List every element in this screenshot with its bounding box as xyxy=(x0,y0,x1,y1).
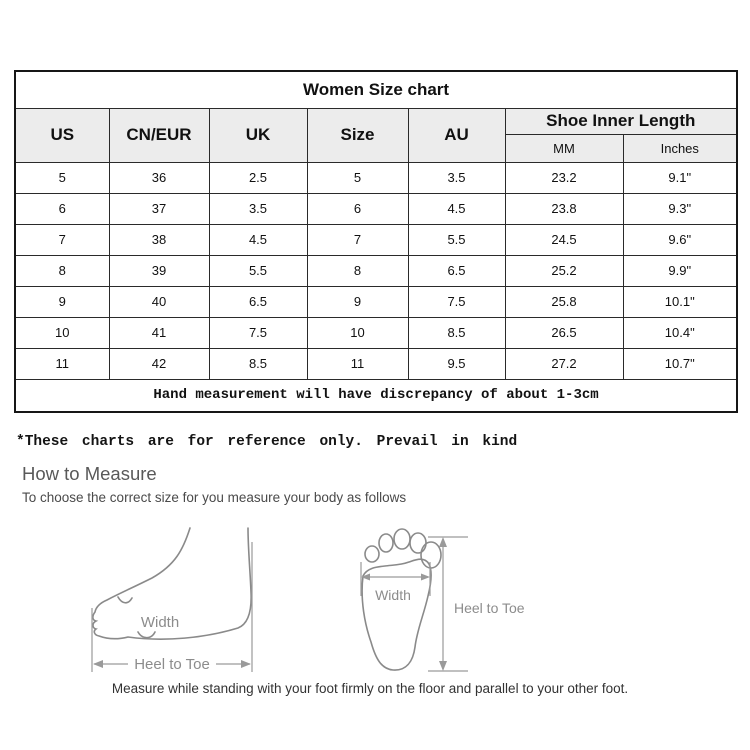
size-cell: 27.2 xyxy=(504,347,624,380)
col-header-shoe-inner-length: Shoe Inner Length xyxy=(504,107,738,135)
size-cell: 9.3" xyxy=(622,192,738,225)
size-cell: 5 xyxy=(306,161,409,194)
toe-4 xyxy=(378,533,394,553)
side-foot-outline xyxy=(92,527,252,640)
size-cell: 9.9" xyxy=(622,254,738,287)
size-cell: 24.5 xyxy=(504,223,624,256)
size-cell: 6 xyxy=(306,192,409,225)
size-cell: 26.5 xyxy=(504,316,624,349)
sole-outline xyxy=(361,558,432,671)
arrowhead-width-right xyxy=(421,573,430,581)
size-cell: 40 xyxy=(108,285,210,318)
size-chart-table: Women Size chart US CN/EUR UK Size AU Sh… xyxy=(14,70,739,413)
col-header-size: Size xyxy=(306,107,409,163)
size-cell: 23.8 xyxy=(504,192,624,225)
table-row: 6 37 3.5 6 4.5 23.8 9.3" xyxy=(14,192,738,225)
size-cell: 3.5 xyxy=(208,192,308,225)
size-table-body: 5 36 2.5 5 3.5 23.2 9.1" 6 37 3.5 6 4.5 23.8 9.3" 7 38 4… xyxy=(14,161,738,380)
size-cell: 6.5 xyxy=(407,254,506,287)
top-foot-diagram: Width Heel to Toe xyxy=(360,528,525,672)
toe-big xyxy=(420,541,442,569)
instep-arc xyxy=(117,596,133,604)
size-cell: 23.2 xyxy=(504,161,624,194)
table-footnote: Hand measurement will have discrepancy o… xyxy=(14,378,738,413)
measure-caption: Measure while standing with your foot fi… xyxy=(111,681,629,696)
size-cell: 10.7" xyxy=(622,347,738,380)
table-row: 11 42 8.5 11 9.5 27.2 10.7" xyxy=(14,347,738,380)
toe-2 xyxy=(409,532,427,554)
size-cell: 8.5 xyxy=(208,347,308,380)
size-cell: 10 xyxy=(14,316,110,349)
size-cell: 36 xyxy=(108,161,210,194)
size-cell: 41 xyxy=(108,316,210,349)
arrowhead-down xyxy=(439,661,447,671)
measurement-illustration: Width Heel to Toe Width Heel to Toe xyxy=(91,527,525,673)
size-cell: 11 xyxy=(306,347,409,380)
table-row: 5 36 2.5 5 3.5 23.2 9.1" xyxy=(14,161,738,194)
size-cell: 6.5 xyxy=(208,285,308,318)
how-to-measure-heading: How to Measure xyxy=(22,463,157,484)
size-cell: 4.5 xyxy=(407,192,506,225)
table-row: 8 39 5.5 8 6.5 25.2 9.9" xyxy=(14,254,738,287)
size-cell: 7.5 xyxy=(407,285,506,318)
reference-disclaimer: *These charts are for reference only. Pr… xyxy=(16,434,518,450)
side-foot-diagram: Width Heel to Toe xyxy=(91,527,253,673)
size-cell: 7 xyxy=(306,223,409,256)
table-row: 7 38 4.5 7 5.5 24.5 9.6" xyxy=(14,223,738,256)
col-header-us: US xyxy=(14,107,110,163)
toe-3 xyxy=(393,528,411,550)
how-to-measure-subtitle: To choose the correct size for you measu… xyxy=(22,490,407,505)
size-cell: 11 xyxy=(14,347,110,380)
side-foot-heel-to-toe-label: Heel to Toe xyxy=(134,656,210,673)
table-title: Women Size chart xyxy=(14,70,738,109)
size-cell: 9.6" xyxy=(622,223,738,256)
size-cell: 10 xyxy=(306,316,409,349)
size-cell: 8.5 xyxy=(407,316,506,349)
size-cell: 9 xyxy=(14,285,110,318)
size-cell: 6 xyxy=(14,192,110,225)
size-cell: 3.5 xyxy=(407,161,506,194)
size-cell: 7.5 xyxy=(208,316,308,349)
size-cell: 2.5 xyxy=(208,161,308,194)
size-cell: 5.5 xyxy=(208,254,308,287)
size-cell: 42 xyxy=(108,347,210,380)
size-cell: 39 xyxy=(108,254,210,287)
top-foot-width-label: Width xyxy=(375,587,411,603)
size-cell: 4.5 xyxy=(208,223,308,256)
size-chart-section: Women Size chart US CN/EUR UK Size AU Sh… xyxy=(14,70,739,413)
arrowhead-right xyxy=(241,660,251,668)
ball-arc xyxy=(137,631,156,639)
size-cell: 7 xyxy=(14,223,110,256)
size-cell: 9.1" xyxy=(622,161,738,194)
arrowhead-up xyxy=(439,537,447,547)
table-row: 10 41 7.5 10 8.5 26.5 10.4" xyxy=(14,316,738,349)
size-cell: 9.5 xyxy=(407,347,506,380)
size-cell: 5 xyxy=(14,161,110,194)
side-foot-width-label: Width xyxy=(141,614,179,631)
arrowhead-width-left xyxy=(361,573,370,581)
col-header-mm: MM xyxy=(504,133,624,163)
size-cell: 10.4" xyxy=(622,316,738,349)
table-row: 9 40 6.5 9 7.5 25.8 10.1" xyxy=(14,285,738,318)
size-cell: 25.8 xyxy=(504,285,624,318)
top-foot-heel-to-toe-label: Heel to Toe xyxy=(454,600,525,616)
size-cell: 10.1" xyxy=(622,285,738,318)
col-header-au: AU xyxy=(407,107,506,163)
toe-small xyxy=(364,545,380,563)
size-cell: 5.5 xyxy=(407,223,506,256)
arrowhead-left xyxy=(93,660,103,668)
size-cell: 8 xyxy=(306,254,409,287)
size-cell: 37 xyxy=(108,192,210,225)
size-cell: 38 xyxy=(108,223,210,256)
col-header-uk: UK xyxy=(208,107,308,163)
size-cell: 9 xyxy=(306,285,409,318)
size-cell: 8 xyxy=(14,254,110,287)
col-header-inches: Inches xyxy=(622,133,738,163)
col-header-cn-eur: CN/EUR xyxy=(108,107,210,163)
size-cell: 25.2 xyxy=(504,254,624,287)
